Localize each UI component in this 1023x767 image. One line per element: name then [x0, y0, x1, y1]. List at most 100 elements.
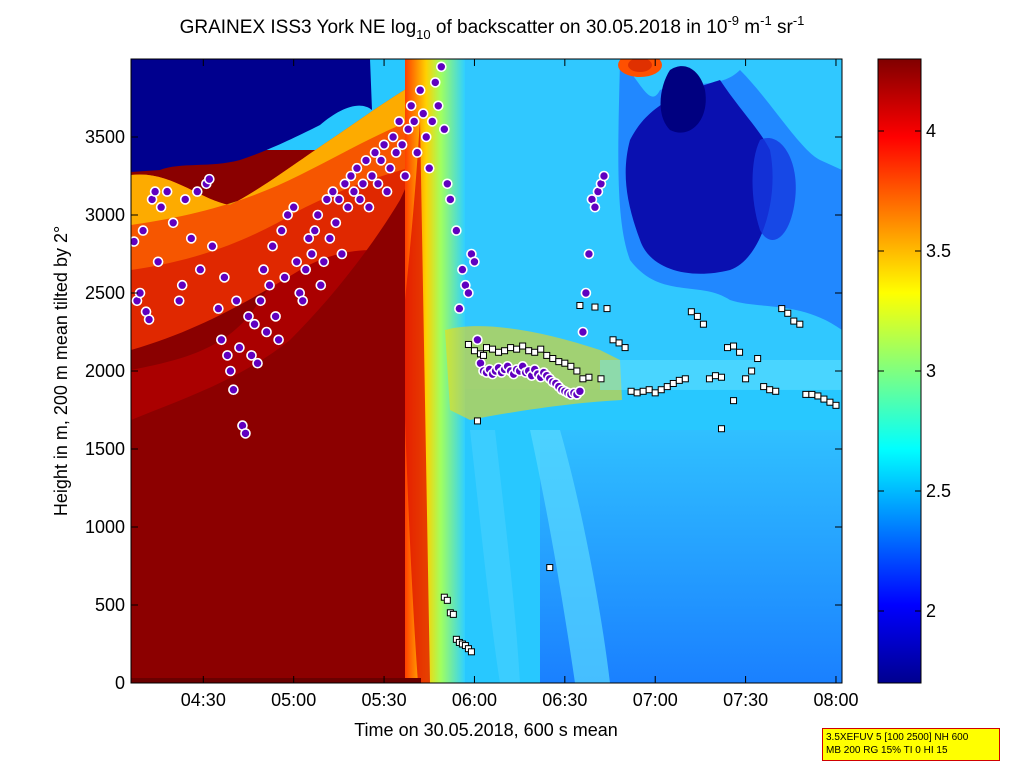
cloud-base-square-marker: [513, 345, 521, 353]
cloud-base-circle-marker: [463, 287, 474, 299]
cloud-base-circle-marker: [297, 295, 309, 307]
cloud-base-circle-marker: [303, 233, 315, 244]
cloud-base-square-marker: [699, 320, 707, 328]
cloud-base-circle-marker: [414, 84, 426, 96]
x-tick-label: 06:00: [452, 690, 497, 710]
cloud-base-circle-marker: [231, 295, 242, 307]
cloud-base-square-marker: [796, 320, 804, 328]
cloud-base-square-marker: [748, 367, 756, 375]
cloud-base-circle-marker: [324, 233, 336, 244]
cloud-base-circle-marker: [191, 186, 203, 197]
y-tick-label: 0: [115, 673, 125, 693]
y-tick-label: 1500: [85, 439, 125, 459]
title-part3: m: [739, 17, 760, 38]
cloud-base-circle-marker: [213, 303, 224, 314]
cloud-base-circle-marker: [167, 217, 179, 229]
cloud-base-square-marker: [814, 392, 822, 400]
cloud-base-circle-marker: [339, 178, 351, 190]
cloud-base-circle-marker: [580, 287, 592, 299]
cloud-base-circle-marker: [234, 342, 245, 353]
cloud-base-square-marker: [627, 387, 635, 395]
cloud-base-circle-marker: [372, 178, 384, 190]
cloud-base-square-marker: [449, 610, 457, 618]
cloud-base-circle-marker: [252, 357, 263, 369]
title-part4: sr: [772, 17, 794, 38]
colorbar-tick-label: 4: [926, 121, 936, 141]
cloud-base-circle-marker: [589, 201, 601, 213]
cloud-base-circle-marker: [173, 295, 185, 307]
cloud-base-square-marker: [615, 339, 623, 347]
cloud-base-circle-marker: [333, 194, 345, 205]
cloud-base-circle-marker: [598, 170, 610, 182]
cloud-base-square-marker: [543, 351, 551, 359]
cloud-base-circle-marker: [152, 256, 164, 268]
y-tick-label: 3500: [85, 127, 125, 147]
chart-title: GRAINEX ISS3 York NE log10 of backscatte…: [180, 13, 805, 42]
cloud-base-circle-marker: [345, 170, 357, 182]
x-tick-label: 06:30: [542, 690, 587, 710]
cloud-base-circle-marker: [273, 334, 284, 346]
cloud-base-square-marker: [576, 301, 584, 309]
info-line-1: 3.5XEFUV 5 [100 2500] NH 600: [826, 732, 969, 743]
cloud-base-circle-marker: [336, 248, 348, 260]
cloud-base-square-marker: [766, 386, 774, 394]
cloud-base-square-markers: [440, 301, 840, 656]
cloud-base-circle-marker: [327, 186, 339, 197]
cloud-base-square-marker: [567, 362, 575, 370]
cloud-base-circle-marker: [291, 256, 302, 268]
title-sup3: -1: [793, 13, 805, 28]
cloud-base-circle-marker: [258, 264, 269, 275]
cloud-base-square-marker: [717, 425, 725, 433]
cloud-base-square-marker: [621, 344, 629, 352]
cloud-base-circle-marker: [472, 334, 483, 346]
cloud-base-square-marker: [778, 305, 786, 313]
cloud-base-square-marker: [549, 355, 557, 363]
cloud-base-circle-marker: [318, 256, 330, 268]
cloud-base-square-marker: [495, 348, 503, 356]
cloud-base-circle-marker: [249, 318, 260, 330]
cloud-base-circle-marker: [176, 279, 188, 291]
cloud-base-square-marker: [717, 373, 725, 381]
cloud-base-square-marker: [603, 305, 611, 313]
title-part1: GRAINEX ISS3 York NE log: [180, 17, 417, 38]
cloud-base-circle-marker: [354, 194, 366, 205]
cloud-base-square-marker: [820, 395, 828, 403]
cloud-base-circle-marker: [179, 194, 191, 205]
cloud-base-square-marker: [525, 347, 533, 355]
cloud-base-square-marker: [790, 317, 798, 325]
cloud-base-circle-marker: [246, 350, 257, 361]
x-tick-label: 08:00: [813, 690, 858, 710]
x-tick-label: 07:30: [723, 690, 768, 710]
y-tick-label: 500: [95, 595, 125, 615]
cloud-base-circle-marker: [439, 123, 450, 135]
cloud-base-square-marker: [579, 375, 587, 383]
cloud-base-square-marker: [760, 383, 768, 391]
x-tick-label: 05:30: [362, 690, 407, 710]
cloud-base-square-marker: [772, 387, 780, 395]
cloud-base-circle-marker: [228, 384, 239, 396]
cloud-base-circle-marker: [306, 248, 318, 260]
cloud-base-square-marker: [808, 390, 816, 398]
cloud-base-circle-marker: [312, 209, 324, 221]
cloud-base-square-marker: [742, 375, 750, 383]
cloud-base-square-marker: [609, 336, 617, 344]
y-tick-label: 2500: [85, 283, 125, 303]
cloud-base-circle-marker: [411, 147, 423, 158]
cloud-base-circle-marker: [360, 155, 372, 166]
cloud-base-circle-marker: [222, 350, 233, 361]
cloud-base-circle-marker: [420, 131, 432, 143]
cloud-base-circle-marker: [399, 170, 411, 182]
cloud-base-circle-marker: [267, 240, 278, 252]
cloud-base-circle-marker: [426, 116, 438, 127]
cloud-base-circle-marker: [429, 77, 441, 88]
cloud-base-square-marker: [597, 375, 605, 383]
y-axis-ticks: 0 500 1000 1500 2000 2500 3000 3500: [85, 127, 842, 693]
cloud-base-circle-marker: [417, 108, 429, 119]
cloud-base-circle-marker: [363, 201, 375, 213]
cloud-base-circle-marker: [270, 311, 281, 322]
cloud-base-square-marker: [507, 344, 515, 352]
x-axis-ticks: 04:30 05:00 05:30 06:00 06:30 07:00 07:30 08:00: [181, 59, 858, 710]
cloud-base-circle-marker: [240, 428, 251, 439]
cloud-base-circle-marker: [300, 264, 312, 275]
